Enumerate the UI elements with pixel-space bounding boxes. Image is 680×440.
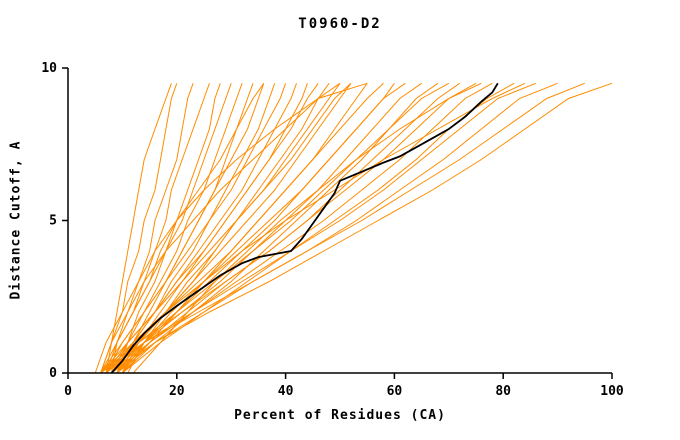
x-tick-label: 40 xyxy=(278,384,294,399)
model-curve xyxy=(122,82,439,374)
model-curve xyxy=(127,82,352,374)
model-curve xyxy=(111,83,297,374)
x-tick-label: 60 xyxy=(387,384,403,399)
axes: 0 20 40 60 80 100 0 5 10 xyxy=(41,61,624,399)
model-curve xyxy=(100,82,477,374)
model-curve xyxy=(111,82,493,374)
model-curve xyxy=(111,83,243,374)
model-curves xyxy=(94,82,613,374)
x-tick-label: 100 xyxy=(600,384,624,399)
model-curve xyxy=(100,82,341,374)
model-curve xyxy=(100,82,585,374)
highlight-curve xyxy=(110,82,499,374)
x-axis-label: Percent of Residues (CA) xyxy=(234,408,446,423)
model-curve xyxy=(105,82,450,374)
model-curve xyxy=(116,82,558,374)
model-curve xyxy=(116,83,395,374)
y-tick-label: 10 xyxy=(41,61,57,76)
model-curve xyxy=(111,83,194,374)
model-curve xyxy=(100,82,406,374)
x-tick-label: 0 xyxy=(64,384,72,399)
y-tick-label: 0 xyxy=(49,366,57,381)
model-curve xyxy=(132,82,482,374)
model-curve xyxy=(111,82,613,374)
model-curve xyxy=(100,83,287,374)
model-curve xyxy=(121,82,526,374)
model-curve xyxy=(105,82,536,374)
chart-title: T0960-D2 xyxy=(298,16,382,32)
x-tick-label: 20 xyxy=(169,384,185,399)
model-curve xyxy=(122,83,368,374)
model-curve xyxy=(105,83,172,374)
model-curve xyxy=(100,83,178,374)
x-tick-label: 80 xyxy=(495,384,511,399)
model-curve xyxy=(122,82,515,374)
model-curve xyxy=(94,82,368,374)
y-tick-label: 5 xyxy=(49,214,57,229)
